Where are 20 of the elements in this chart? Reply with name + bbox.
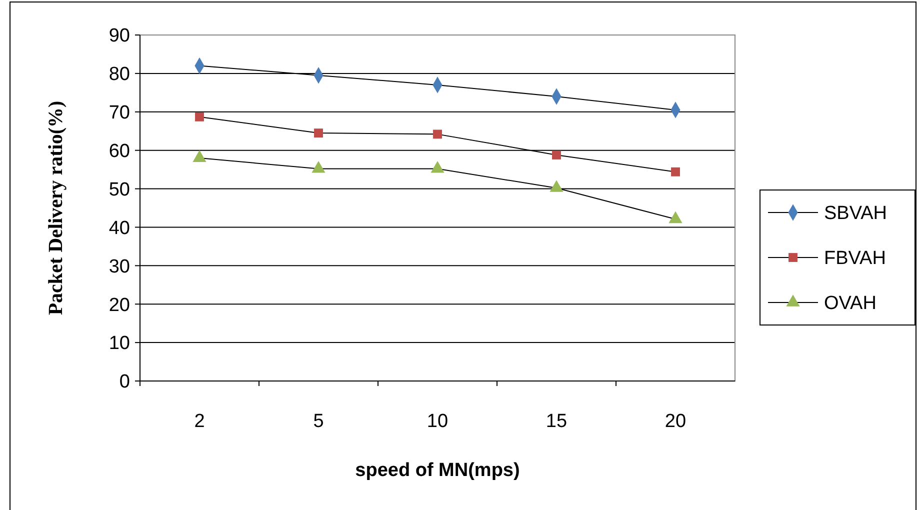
y-tick-label: 90 <box>108 26 130 47</box>
x-tick-label: 10 <box>426 411 448 432</box>
y-tick-label: 80 <box>108 64 130 86</box>
y-tick-label: 30 <box>108 256 130 278</box>
x-tick-label: 5 <box>313 411 324 432</box>
x-tick-label: 15 <box>546 411 568 432</box>
x-tick-label: 2 <box>194 411 205 432</box>
legend-label: FBVAH <box>824 248 886 270</box>
x-tick-label: 20 <box>664 411 686 432</box>
y-tick-label: 70 <box>108 102 130 124</box>
legend-label: SBVAH <box>824 203 888 224</box>
y-tick-label: 40 <box>108 218 130 239</box>
x-axis-title: speed of MN(mps) <box>355 460 520 481</box>
y-tick-label: 60 <box>108 140 130 162</box>
legend-label: OVAH <box>824 293 876 314</box>
y-tick-label: 50 <box>108 179 130 200</box>
y-tick-label: 20 <box>108 294 130 316</box>
y-axis-title: Packet Delivery ratio(%) <box>45 100 67 316</box>
y-tick-label: 0 <box>119 372 130 393</box>
y-tick-label: 10 <box>108 333 130 354</box>
